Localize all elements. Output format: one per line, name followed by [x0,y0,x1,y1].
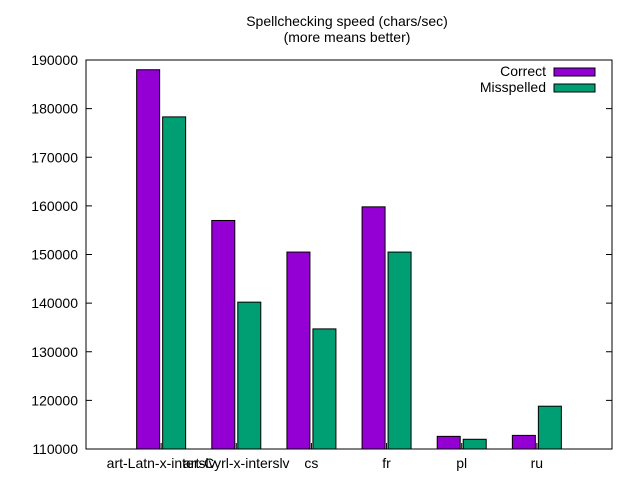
x-tick-label: art-Latn-x-interslv [107,455,216,471]
bar-misspelled [387,251,412,450]
y-tick-label: 190000 [31,52,78,68]
y-tick-label: 120000 [31,392,78,408]
chart-subtitle: (more means better) [284,29,411,45]
x-tick-label: art-Cyrl-x-interslv [183,455,290,471]
chart-title: Spellchecking speed (chars/sec) [246,13,448,29]
bar-correct [511,434,536,450]
y-tick-label: 150000 [31,247,78,263]
bar-correct [286,251,311,450]
legend-label: Correct [500,63,546,79]
bar-misspelled [462,438,487,450]
bar-misspelled [162,116,187,450]
y-tick-label: 160000 [31,198,78,214]
y-tick-label: 110000 [32,441,78,457]
x-tick-label: pl [456,455,467,471]
bar-misspelled [537,405,562,450]
bar-correct [436,435,461,450]
bar-misspelled [312,328,337,450]
legend-swatch [553,67,596,77]
y-tick-label: 130000 [31,344,78,360]
legend-label: Misspelled [480,79,546,95]
y-tick-label: 140000 [31,295,78,311]
legend-swatch [553,83,596,93]
x-tick-label: ru [531,455,543,471]
y-tick-label: 180000 [31,101,78,117]
bar-misspelled [237,301,262,450]
x-tick-label: cs [304,455,318,471]
bar-correct [361,206,386,450]
x-tick-label: fr [382,455,391,471]
bar-correct [211,219,236,450]
plot-frame [85,59,613,450]
bar-correct [136,69,161,450]
y-tick-label: 170000 [31,149,78,165]
